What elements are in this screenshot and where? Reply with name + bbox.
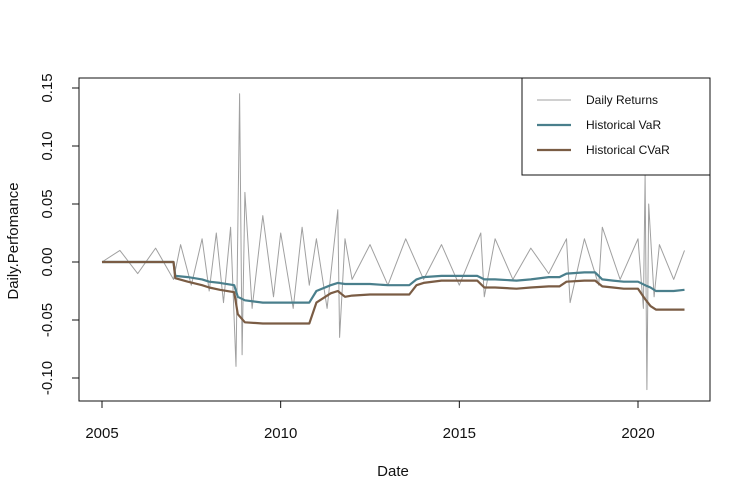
legend-label-2: Historical CVaR	[586, 143, 670, 157]
legend-box	[521, 77, 711, 176]
y-tick-label: 0.00	[39, 247, 56, 276]
legend-label-1: Historical VaR	[586, 118, 661, 132]
legend-label-0: Daily Returns	[586, 93, 658, 107]
series-line-0	[101, 93, 685, 391]
y-axis: -0.10 -0.05 0.00 0.05 0.10 0.15	[39, 73, 79, 395]
x-tick-label: 2010	[264, 425, 297, 442]
plot-frame	[78, 77, 711, 402]
y-tick-label: 0.15	[39, 73, 56, 102]
x-tick-label: 2020	[621, 425, 654, 442]
legend: Daily Returns Historical VaR Historical CV…	[521, 77, 711, 176]
y-tick-label: -0.05	[39, 303, 56, 337]
y-axis-title: Daily.Perfomance	[5, 182, 22, 299]
y-tick-label: 0.05	[39, 189, 56, 218]
y-tick-label: 0.10	[39, 131, 56, 160]
x-axis-title: Date	[377, 463, 409, 480]
y-tick-label: -0.10	[39, 361, 56, 395]
series-line-2	[102, 260, 685, 325]
series-layer	[101, 93, 685, 391]
x-tick-label: 2015	[443, 425, 476, 442]
x-axis: 2005 2010 2015 2020	[85, 401, 655, 442]
x-tick-label: 2005	[85, 425, 118, 442]
series-line-1	[102, 260, 685, 304]
